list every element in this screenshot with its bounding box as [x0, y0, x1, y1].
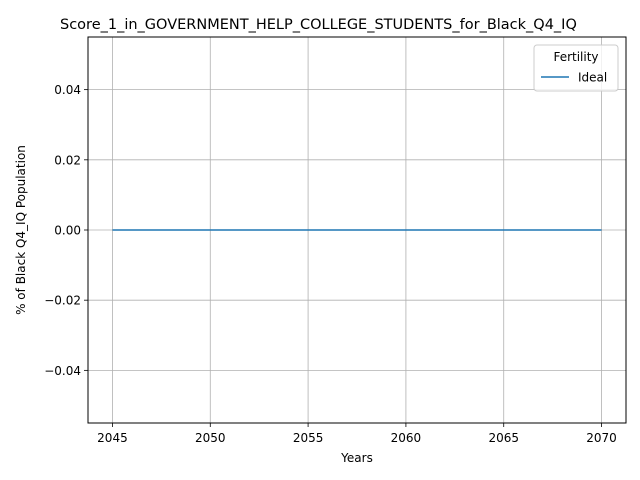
- x-tick-label: 2055: [293, 431, 324, 445]
- y-tick-label: 0.02: [54, 153, 81, 167]
- x-axis-ticks: 2045 2050 2055 2060 2065 2070: [97, 423, 617, 445]
- x-tick-label: 2050: [195, 431, 226, 445]
- x-tick-label: 2060: [391, 431, 422, 445]
- x-axis-label: Years: [340, 451, 373, 465]
- legend: Fertility Ideal: [533, 44, 619, 92]
- x-tick-label: 2045: [97, 431, 128, 445]
- legend-box: [533, 44, 619, 92]
- y-tick-label: 0.04: [54, 83, 81, 97]
- chart-title: Score_1_in_GOVERNMENT_HELP_COLLEGE_STUDE…: [60, 17, 577, 33]
- x-tick-label: 2070: [586, 431, 617, 445]
- y-tick-label: 0.00: [54, 224, 81, 238]
- x-tick-label: 2065: [488, 431, 519, 445]
- y-axis-label: % of Black Q4_IQ Population: [14, 145, 28, 315]
- legend-title: Fertility: [553, 50, 598, 64]
- y-tick-label: −0.04: [44, 364, 81, 378]
- y-axis-ticks: −0.04 −0.02 0.00 0.02 0.04: [44, 83, 88, 378]
- legend-label: Ideal: [578, 71, 607, 85]
- y-tick-label: −0.02: [44, 294, 81, 308]
